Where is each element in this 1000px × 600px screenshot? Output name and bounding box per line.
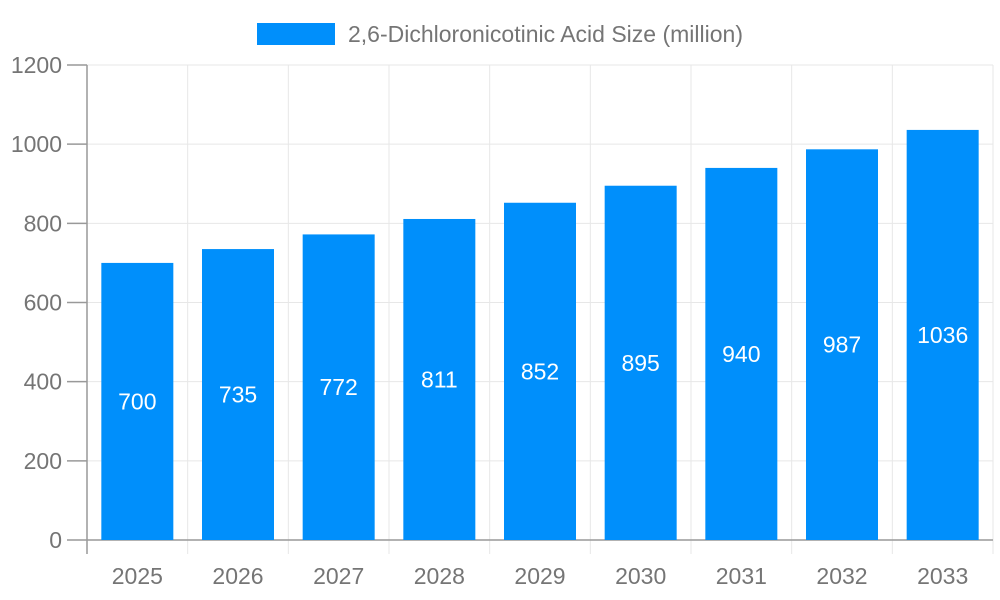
bar-value-label: 811 (421, 366, 458, 392)
x-tick-label: 2028 (414, 563, 465, 589)
y-tick-label: 200 (24, 448, 62, 474)
bar-value-label: 772 (319, 374, 357, 400)
bar-value-label: 735 (219, 382, 257, 408)
x-tick-label: 2025 (112, 563, 163, 589)
y-tick-label: 400 (24, 369, 62, 395)
bar-value-label: 852 (521, 358, 559, 384)
bar (906, 129, 979, 540)
bar-value-label: 1036 (917, 322, 968, 348)
bar (604, 185, 677, 540)
y-tick-label: 800 (24, 210, 62, 236)
x-tick-label: 2031 (716, 563, 767, 589)
bar (504, 202, 576, 540)
x-tick-label: 2030 (615, 563, 666, 589)
x-tick-label: 2027 (313, 563, 364, 589)
legend-color-swatch (257, 23, 335, 45)
bar-value-label: 940 (722, 341, 760, 367)
x-tick-label: 2032 (816, 563, 867, 589)
y-tick-label: 1000 (11, 131, 62, 157)
y-tick-label: 0 (49, 527, 62, 553)
bar (101, 262, 174, 540)
bar (302, 234, 375, 540)
legend-label: 2,6-Dichloronicotinic Acid Size (million… (348, 21, 743, 47)
y-tick-label: 600 (24, 290, 62, 316)
legend-item[interactable]: 2,6-Dichloronicotinic Acid Size (million… (257, 22, 743, 46)
bar-value-label: 700 (118, 388, 156, 414)
bar (202, 249, 274, 540)
bar (806, 149, 878, 540)
bar (705, 167, 778, 540)
y-tick-label: 1200 (11, 52, 62, 78)
bar (403, 218, 476, 540)
x-tick-label: 2026 (212, 563, 263, 589)
chart-legend: 2,6-Dichloronicotinic Acid Size (million… (0, 22, 1000, 46)
bar-value-label: 987 (823, 332, 861, 358)
x-tick-label: 2029 (514, 563, 565, 589)
bar-value-label: 895 (621, 350, 659, 376)
x-tick-label: 2033 (917, 563, 968, 589)
